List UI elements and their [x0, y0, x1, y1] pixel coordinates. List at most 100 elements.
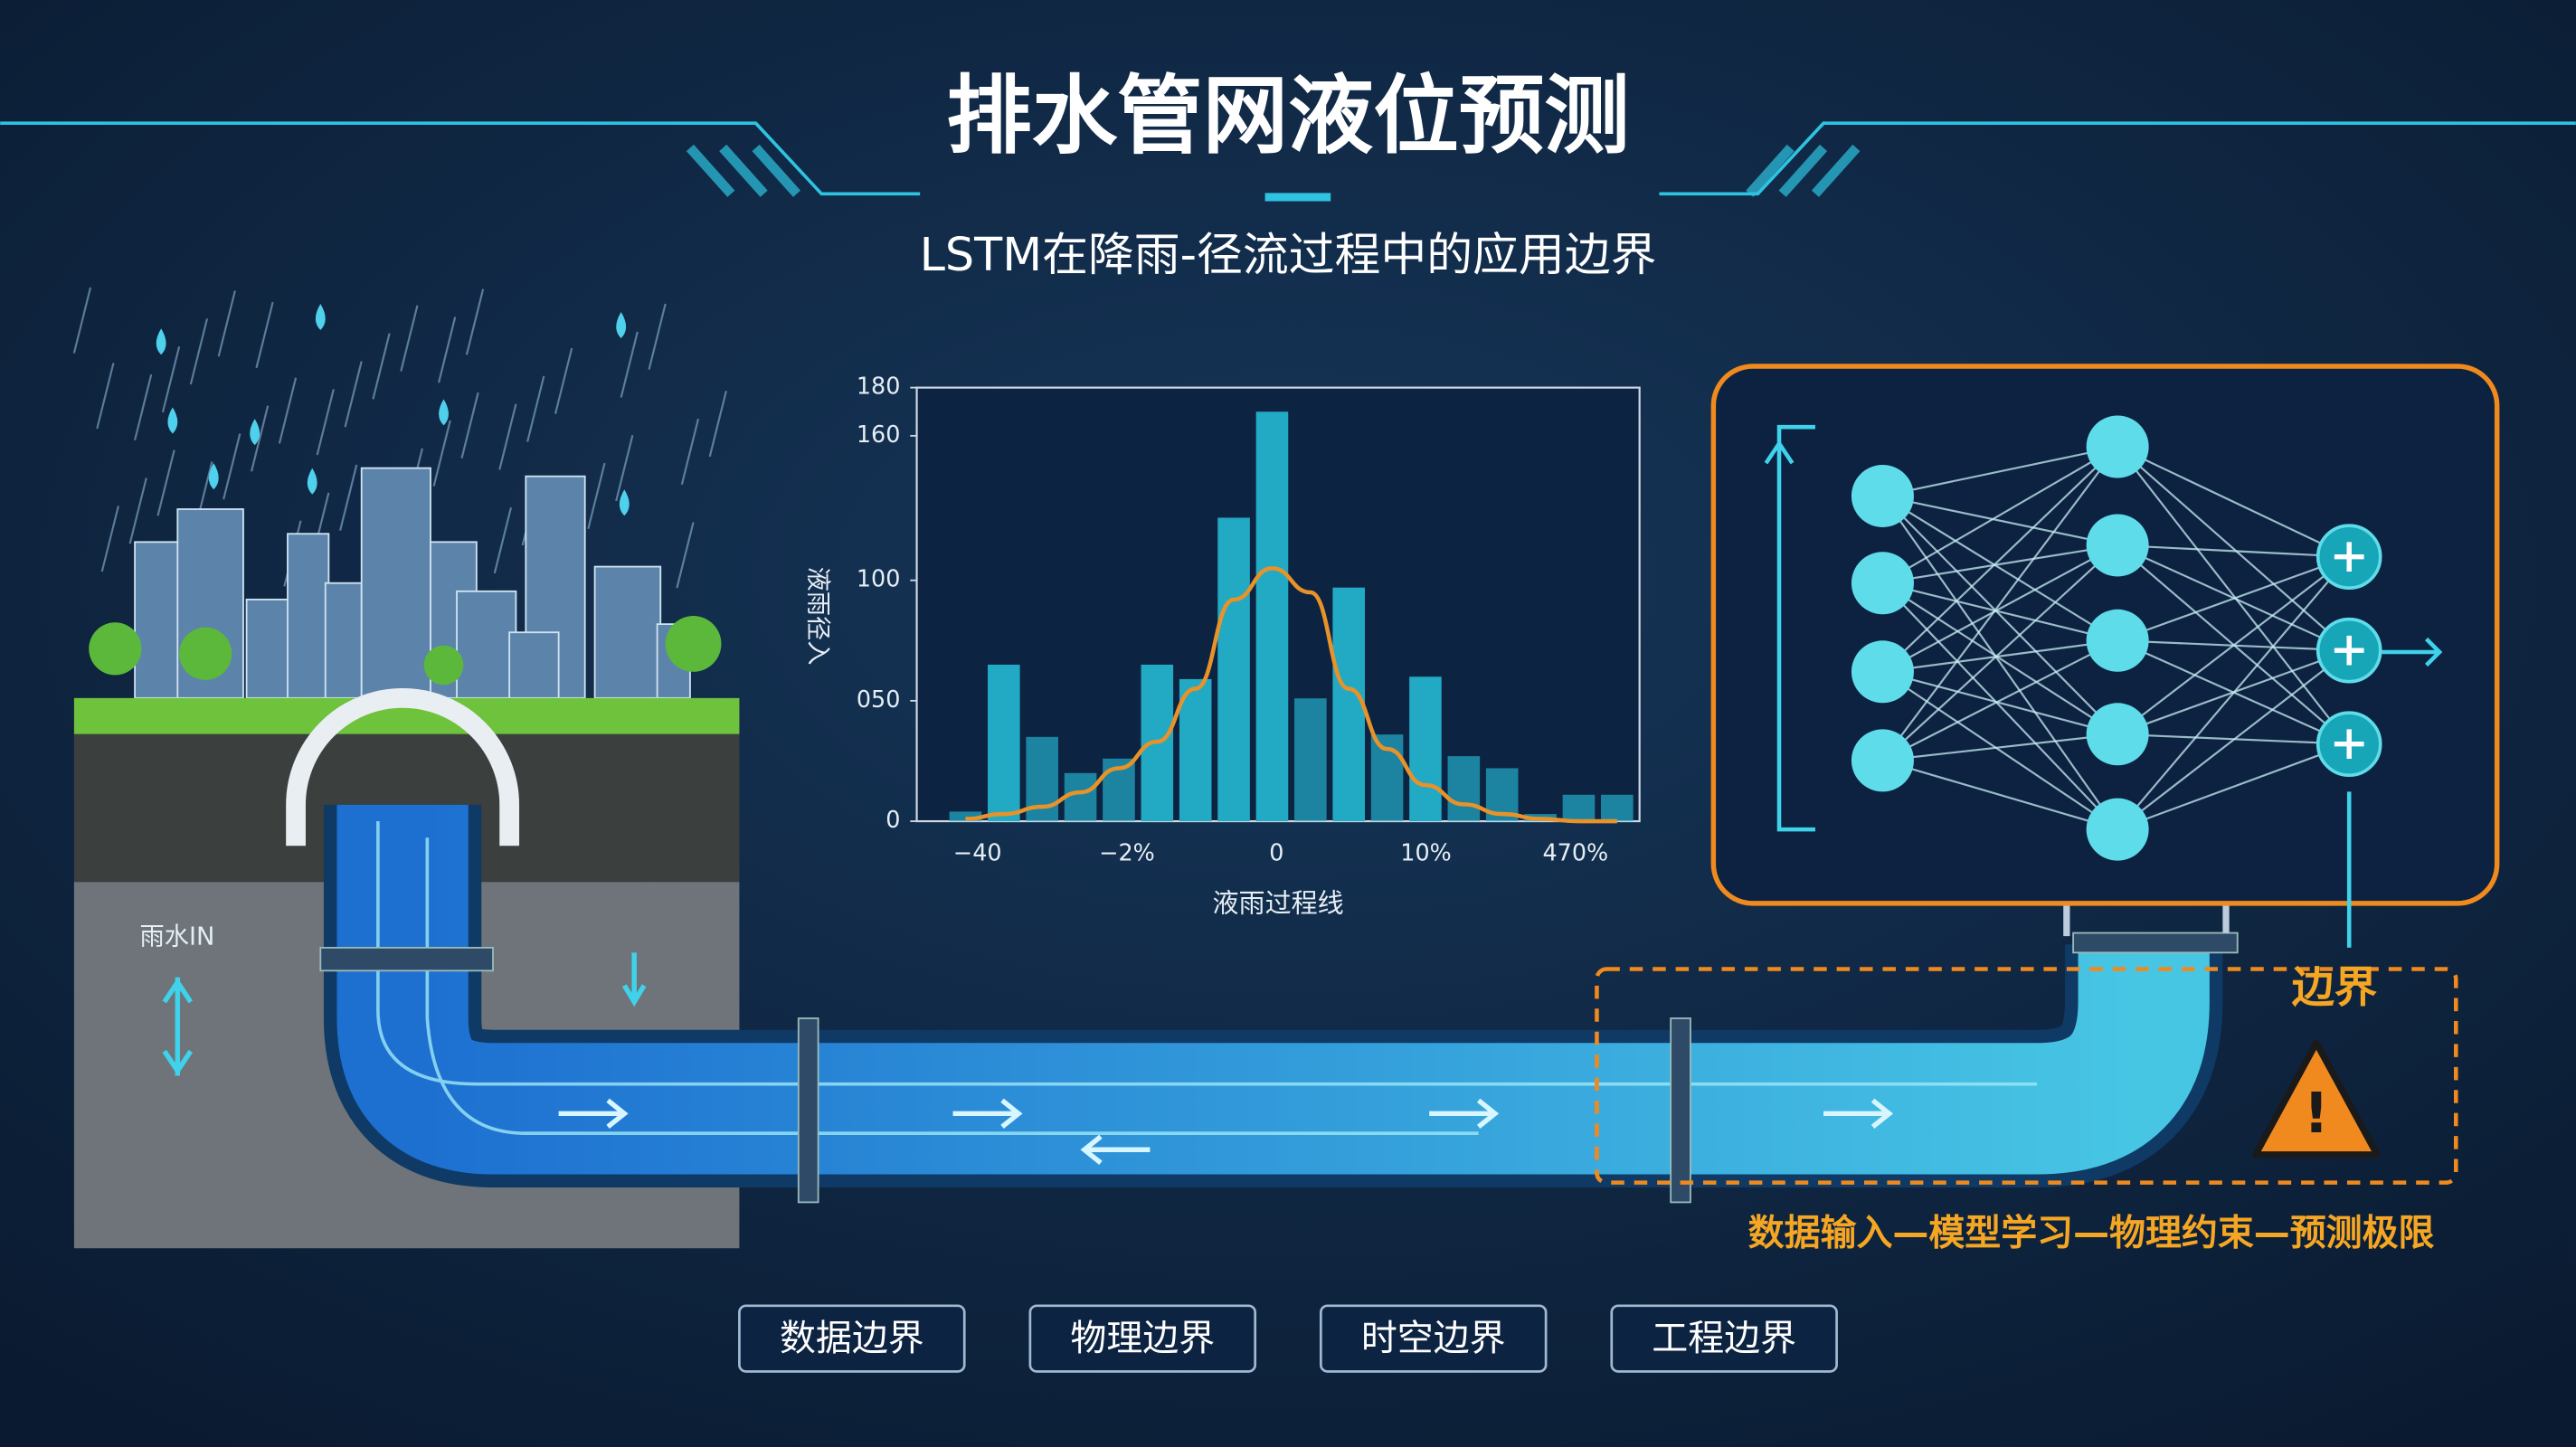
rain-streak [460, 392, 479, 459]
x-tick-label: −2% [1099, 838, 1155, 865]
tag-box [738, 1304, 966, 1373]
x-axis-label: 液雨过程线 [1212, 888, 1343, 919]
raindrop [307, 468, 317, 495]
x-tick-label: −40 [953, 838, 1002, 865]
y-tick-label: 160 [857, 421, 901, 448]
nn-link [1881, 544, 2118, 673]
y-axis-label: 液雨径入 [803, 567, 831, 666]
y-tick-label: 180 [857, 373, 901, 400]
rain-streak [316, 389, 335, 456]
tag-label: 物理边界 [1070, 1318, 1215, 1359]
neuron [2086, 798, 2149, 861]
header-deco [0, 121, 2576, 202]
neuron [2086, 415, 2149, 478]
nn-link [2117, 445, 2350, 558]
plus [2334, 542, 2364, 572]
nn-link [1881, 495, 2119, 830]
neuron [2086, 609, 2149, 672]
bar [1294, 698, 1327, 822]
neuron [2086, 514, 2149, 577]
y-tick-label: 0 [886, 806, 900, 833]
rain-streak [250, 405, 270, 472]
rain-streak [161, 345, 181, 413]
rain-streak [372, 333, 391, 400]
rain-streak [156, 449, 175, 516]
tag-box [1028, 1304, 1257, 1373]
rain-streak [100, 506, 119, 572]
bar [1447, 756, 1481, 822]
rain-streak [554, 347, 573, 414]
y-tick-label: 050 [857, 686, 901, 713]
rain-streak [615, 435, 634, 502]
rain-streak [708, 390, 727, 458]
rain-streak [344, 361, 363, 428]
nn-link [1882, 582, 2118, 642]
neuron [2086, 703, 2149, 766]
nn-arrows [1764, 424, 2443, 948]
raindrop [439, 399, 449, 426]
flow-label: 数据输入—模型学习—物理约束—预测极限 [1748, 1213, 2435, 1254]
nn-link [1881, 446, 2119, 761]
nn-link [2117, 544, 2350, 558]
nn-link [1882, 759, 2118, 831]
rain-streak [339, 464, 358, 531]
tag-label: 时空边界 [1361, 1318, 1506, 1359]
nn-link [1881, 544, 2118, 761]
raindrop [156, 328, 166, 355]
neuron [1851, 640, 1914, 704]
nn-link [2117, 555, 2350, 642]
raindrop [208, 463, 219, 490]
rain-streak [676, 522, 695, 589]
neuron [1851, 464, 1914, 527]
bar [1179, 678, 1212, 822]
inlet-label: 雨水IN [140, 923, 215, 951]
boundary-label: 边界 [2292, 963, 2377, 1013]
nn-link [1881, 495, 2118, 642]
bar [1562, 794, 1596, 822]
bar [1064, 772, 1097, 822]
boundary-box [1595, 967, 2458, 1185]
nn-link [1882, 495, 2118, 547]
nn-link [1882, 544, 2118, 584]
rain-streak [648, 303, 667, 370]
rain-streak [72, 287, 92, 354]
rain-streak [493, 506, 513, 574]
title: 排水管网液位预测 [946, 66, 1629, 166]
y-tick-label: 100 [857, 565, 901, 592]
neuron [1851, 729, 1914, 792]
tag-label: 工程边界 [1652, 1318, 1796, 1359]
raindrop [616, 312, 627, 339]
nn-link [1882, 733, 2118, 761]
nn-link [2117, 649, 2350, 831]
rain-streak [432, 420, 451, 487]
rain-streak [400, 305, 419, 372]
nn-link [1881, 446, 2118, 673]
raindrop [315, 303, 326, 331]
nn-link [2117, 446, 2350, 652]
bar [1409, 676, 1442, 822]
bar [1601, 794, 1634, 822]
bar [1255, 411, 1289, 822]
raindrop [250, 419, 260, 446]
rain-streak [526, 375, 545, 442]
rain-streak [680, 418, 700, 486]
plus [2334, 729, 2364, 760]
nn-link [2117, 742, 2350, 831]
rain-streak [278, 377, 298, 444]
rain-streak [217, 290, 236, 357]
x-tick-label: 10% [1400, 838, 1451, 865]
rain-streak [498, 403, 517, 470]
raindrop [619, 489, 630, 516]
raindrop [167, 407, 178, 434]
x-tick-label: 470% [1543, 838, 1609, 865]
rain-streak [128, 478, 147, 544]
tag-box [1610, 1304, 1838, 1373]
nn-link [2117, 555, 2350, 735]
bar [949, 811, 982, 822]
rain-streak [223, 433, 242, 500]
rain-streak [620, 331, 639, 398]
nn-link [1881, 446, 2118, 584]
neuron [1851, 552, 1914, 615]
tag-label: 数据边界 [780, 1318, 924, 1359]
